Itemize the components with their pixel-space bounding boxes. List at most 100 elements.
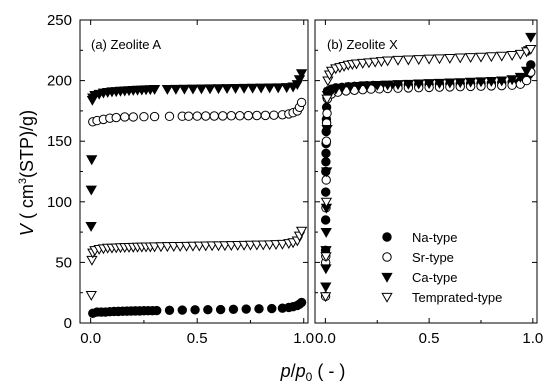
data-point: [506, 51, 518, 61]
data-point: [296, 297, 307, 308]
data-point: [221, 84, 233, 95]
legend-label: Sr-type: [412, 250, 454, 265]
data-point: [161, 84, 174, 95]
data-point: [521, 75, 532, 86]
y-axis-title: V ( cm3(STP)/g): [17, 110, 37, 236]
series-ca-type: [320, 32, 537, 293]
data-point: [164, 305, 175, 315]
x-tick-label: 0.5: [419, 330, 440, 347]
data-point: [413, 79, 425, 90]
data-point: [320, 246, 332, 257]
data-point: [413, 55, 425, 66]
data-point: [423, 54, 435, 65]
panel-b-points: [319, 32, 537, 303]
data-point: [320, 167, 333, 178]
data-point: [485, 76, 498, 87]
data-point: [254, 304, 264, 314]
data-point: [361, 81, 373, 92]
data-point: [195, 84, 208, 95]
data-point: [444, 78, 456, 89]
y-tick-label: 150: [47, 133, 72, 150]
data-point: [330, 84, 342, 95]
data-point: [85, 221, 97, 232]
data-point: [321, 157, 331, 167]
data-point: [433, 54, 446, 65]
x-tick-label: 1.0: [293, 330, 314, 347]
x-tick-label: 0.0: [80, 330, 101, 347]
legend: Na-type Sr-type Ca-type Temprated-type: [381, 230, 502, 305]
data-point: [464, 53, 477, 64]
data-point: [226, 111, 236, 121]
data-point: [255, 83, 267, 94]
data-point: [243, 110, 254, 121]
data-point: [392, 55, 404, 66]
data-point: [454, 78, 466, 89]
series-sr-type: [88, 97, 307, 127]
data-point: [139, 112, 149, 122]
data-point: [321, 187, 331, 197]
panel-zeolite-x: (b) Zeolite X 0.0 0.5 1.0 Na-type Sr-type Ca…: [314, 19, 543, 347]
data-point: [321, 136, 332, 146]
x-tick-label: 0.0: [315, 330, 336, 347]
data-point: [464, 77, 477, 88]
data-point: [85, 291, 97, 301]
legend-label: Ca-type: [412, 270, 458, 285]
data-point: [321, 175, 331, 185]
panel-zeolite-a: (a) Zeolite A 0.0 0.5 1.0 0 50 100 150 200 250: [47, 12, 314, 347]
data-point: [295, 226, 308, 237]
data-point: [320, 197, 333, 208]
legend-marker: [382, 252, 392, 262]
data-point: [520, 66, 533, 77]
data-point: [320, 228, 332, 238]
data-point: [320, 282, 332, 293]
data-point: [204, 84, 216, 95]
data-point: [152, 305, 162, 316]
data-point: [319, 292, 332, 303]
data-point: [267, 303, 277, 314]
data-point: [212, 84, 225, 95]
x-tick-label: 0.5: [187, 330, 208, 347]
data-point: [229, 84, 242, 94]
data-point: [320, 264, 332, 275]
panel-b-ticks: 0.0 0.5 1.0: [315, 19, 543, 347]
data-point: [178, 84, 191, 95]
data-point: [246, 83, 259, 94]
panel-a-label: (a) Zeolite A: [91, 37, 161, 52]
data-point: [183, 111, 194, 121]
data-point: [149, 111, 160, 122]
data-point: [454, 53, 466, 64]
data-point: [514, 72, 527, 83]
data-point: [444, 53, 456, 64]
data-point: [86, 255, 98, 266]
data-point: [506, 75, 518, 86]
data-point: [320, 252, 332, 263]
data-point: [514, 49, 527, 60]
data-point: [238, 83, 250, 94]
data-point: [423, 79, 435, 90]
data-point: [218, 111, 228, 121]
panel-a-ticks: 0.0 0.5 1.0 0 50 100 150 200 250: [47, 12, 314, 347]
y-tick-label: 0: [64, 315, 72, 332]
data-point: [190, 305, 200, 315]
series-sr-type: [320, 67, 536, 302]
data-point: [276, 239, 289, 250]
panel-a-points: [85, 69, 308, 319]
data-point: [525, 44, 537, 55]
data-point: [177, 305, 187, 315]
series-ca-type: [85, 69, 308, 232]
legend-marker: [381, 272, 393, 283]
data-point: [485, 52, 498, 63]
data-point: [215, 304, 226, 315]
series-temprated-type: [319, 44, 537, 303]
y-tick-label: 200: [47, 73, 72, 90]
data-point: [192, 111, 202, 121]
data-point: [260, 110, 271, 121]
x-tick-label: 1.0: [522, 330, 543, 347]
data-point: [187, 84, 199, 95]
data-point: [272, 83, 284, 94]
y-tick-label: 50: [55, 254, 72, 271]
data-point: [322, 108, 332, 119]
data-point: [263, 83, 276, 94]
data-point: [321, 94, 333, 105]
